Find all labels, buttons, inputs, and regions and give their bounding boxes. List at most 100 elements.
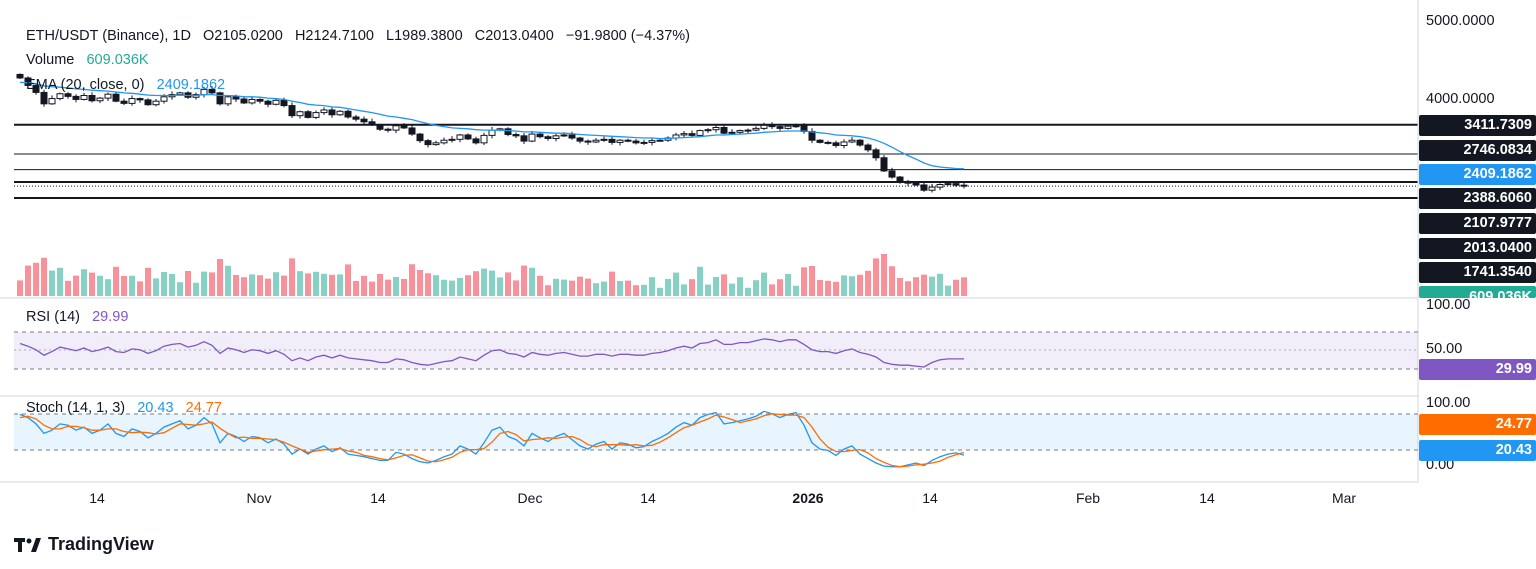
candle-body — [720, 127, 728, 134]
volume-bar — [321, 273, 327, 296]
candle-body — [712, 127, 720, 131]
volume-bar — [713, 277, 719, 296]
volume-bar — [257, 275, 263, 296]
volume-bar — [689, 279, 695, 296]
volume-bar — [873, 258, 879, 296]
candle-body — [272, 99, 280, 105]
candle-body — [40, 91, 48, 105]
candle-body — [704, 129, 712, 132]
volume-bar — [929, 276, 935, 296]
stoch-k-label: 20.43 — [1419, 440, 1536, 461]
candle-body — [56, 93, 64, 100]
ema-legend-value: 2409.1862 — [156, 77, 226, 93]
candle-body — [848, 139, 856, 143]
volume-bar — [281, 275, 287, 296]
candle-body — [872, 149, 880, 159]
candle-body — [16, 73, 24, 79]
candle-body — [648, 140, 656, 143]
candle-body — [560, 134, 568, 137]
candle-body — [320, 109, 328, 114]
volume-legend-value: 609.036K — [86, 52, 149, 68]
candle-body — [400, 125, 408, 129]
volume-bar — [593, 283, 599, 296]
volume-bar — [737, 277, 743, 296]
volume-bar — [817, 280, 823, 296]
stoch-d-label: 24.77 — [1419, 414, 1536, 435]
candle-body — [128, 98, 136, 104]
date-tick: 14 — [1199, 490, 1215, 506]
ema-legend[interactable]: EMA (20, close, 0) 2409.1862 — [26, 77, 225, 93]
volume-bar — [521, 265, 527, 296]
volume-bar — [33, 262, 39, 296]
candle-body — [624, 139, 632, 142]
volume-bar — [849, 276, 855, 296]
horizontal-levels — [14, 123, 1418, 200]
volume-bar — [825, 280, 831, 296]
volume-bar — [905, 281, 911, 296]
volume-bar — [729, 283, 735, 296]
candle-body — [240, 98, 248, 104]
volume-bars — [17, 254, 967, 296]
stoch-axis-bottom: 0.00 — [1426, 457, 1455, 473]
candle-body — [752, 127, 760, 131]
candle-body — [264, 100, 272, 105]
volume-bar — [553, 278, 559, 296]
volume-bar — [337, 274, 343, 296]
volume-bar — [585, 278, 591, 296]
candle-body — [504, 128, 512, 136]
candle-body — [96, 97, 104, 102]
candle-body — [640, 141, 648, 144]
volume-bar — [801, 267, 807, 296]
symbol-legend[interactable]: ETH/USDT (Binance), 1D O2105.0200 H2124.… — [26, 28, 690, 44]
candle-body — [432, 142, 440, 146]
candle-body — [328, 109, 336, 116]
rsi-legend-value: 29.99 — [92, 309, 129, 325]
volume-bar — [25, 265, 31, 296]
candle-body — [944, 183, 952, 186]
candle-body — [392, 125, 400, 131]
volume-bar — [609, 271, 615, 296]
stoch-legend-d: 24.77 — [185, 400, 222, 416]
rsi-line — [19, 338, 964, 368]
candle-body — [952, 183, 960, 186]
volume-bar — [953, 279, 959, 296]
candle-body — [472, 138, 480, 144]
candle-body — [256, 98, 264, 102]
stoch-band — [14, 414, 1418, 450]
candle-body — [824, 141, 832, 144]
volume-bar — [433, 275, 439, 296]
volume-bar — [705, 284, 711, 296]
volume-bar — [369, 281, 375, 296]
volume-legend[interactable]: Volume 609.036K — [26, 52, 149, 68]
volume-bar — [249, 274, 255, 296]
volume-price-label: 609.036K — [1419, 286, 1536, 298]
volume-bar — [201, 271, 207, 296]
volume-bar — [865, 270, 871, 296]
rsi-axis-top: 100.00 — [1426, 297, 1471, 313]
tradingview-brand[interactable]: TradingView — [14, 534, 154, 555]
volume-bar — [65, 280, 71, 296]
candle-body — [304, 111, 312, 118]
candle-body — [104, 93, 112, 99]
rsi-legend[interactable]: RSI (14) 29.99 — [26, 309, 128, 325]
candle-body — [728, 131, 736, 134]
candle-body — [864, 144, 872, 151]
volume-bar — [305, 273, 311, 296]
volume-bar — [745, 287, 751, 296]
candle-body — [784, 125, 792, 129]
candle-body — [464, 134, 472, 140]
volume-bar — [153, 278, 159, 296]
candle-body — [568, 134, 576, 139]
candle-body — [312, 112, 320, 118]
volume-bar — [633, 285, 639, 296]
stoch-legend[interactable]: Stoch (14, 1, 3) 20.43 24.77 — [26, 400, 222, 416]
candle-body — [376, 124, 384, 130]
volume-bar — [537, 275, 543, 296]
stoch-d-line — [19, 413, 965, 468]
volume-bar — [401, 279, 407, 296]
volume-bar — [225, 265, 231, 296]
candle-body — [960, 184, 968, 187]
candle-body — [896, 176, 904, 182]
stoch-legend-k: 20.43 — [137, 400, 174, 416]
